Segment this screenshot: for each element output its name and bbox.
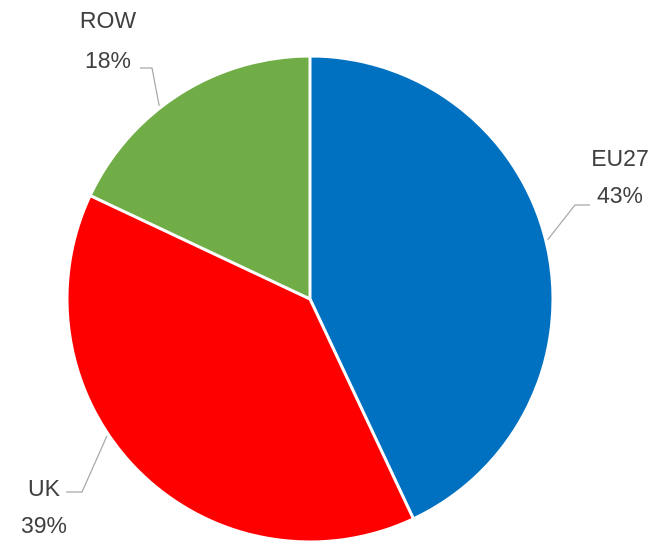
label-value-row: 18% <box>85 47 131 73</box>
data-label-eu27: EU27 43% <box>591 145 649 208</box>
pie-slice-uk <box>65 194 415 544</box>
data-label-uk: UK 39% <box>21 475 67 538</box>
label-name-uk: UK <box>28 475 61 501</box>
pie-slices <box>65 54 555 544</box>
label-value-eu27: 43% <box>597 182 643 208</box>
leader-lines <box>66 67 590 493</box>
leader-line-row <box>140 67 160 107</box>
label-name-row: ROW <box>80 7 137 33</box>
pie-slice-eu27 <box>308 54 555 521</box>
leader-line-uk <box>66 435 108 493</box>
label-name-eu27: EU27 <box>591 145 649 171</box>
label-value-uk: 39% <box>21 512 67 538</box>
leader-line-eu27 <box>547 204 590 241</box>
data-label-row: ROW 18% <box>80 7 137 73</box>
pie-slice-row <box>88 54 312 301</box>
